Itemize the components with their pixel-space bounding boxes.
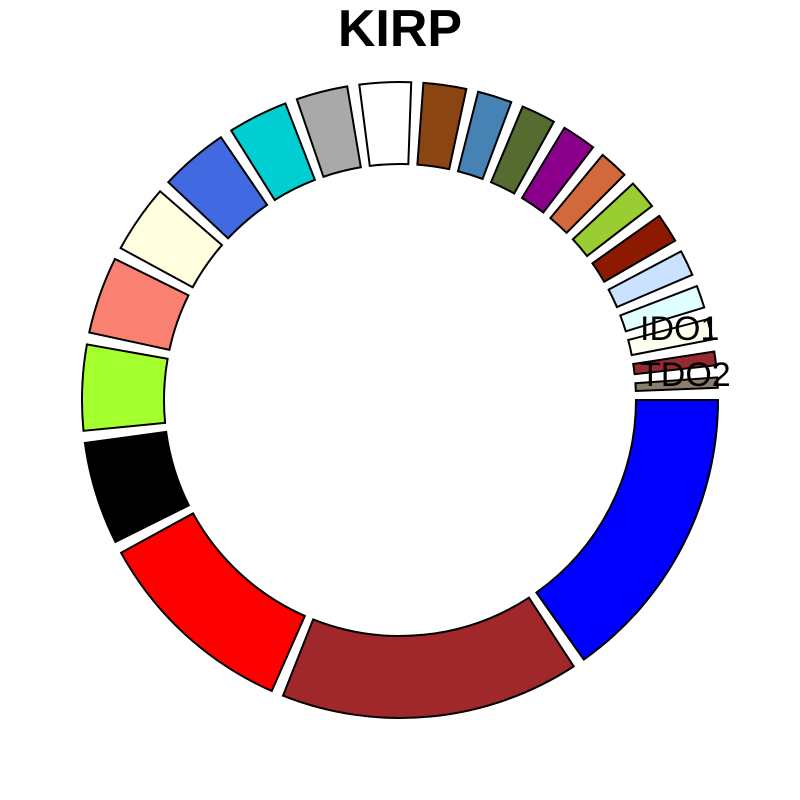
donut-segment bbox=[119, 189, 224, 289]
donut-segment bbox=[88, 257, 190, 352]
donut-segment bbox=[634, 376, 719, 392]
donut-segment bbox=[591, 214, 677, 284]
donut-segment bbox=[535, 399, 720, 661]
donut-segment bbox=[548, 153, 626, 235]
donut-segment bbox=[627, 317, 714, 357]
segments-layer bbox=[81, 81, 720, 719]
segment-label-ido1: IDO1 bbox=[640, 310, 719, 348]
chart-title: KIRP bbox=[338, 0, 462, 58]
donut-segment bbox=[166, 135, 269, 240]
donut-segment bbox=[81, 343, 169, 432]
donut-segment bbox=[489, 105, 556, 195]
donut-segment bbox=[571, 182, 654, 258]
donut-segment bbox=[229, 102, 317, 202]
donut-segment bbox=[83, 430, 191, 544]
donut-segment bbox=[119, 512, 307, 693]
labels-layer: TDO2 IDO1 bbox=[640, 310, 731, 394]
donut-segment bbox=[358, 81, 413, 168]
donut-segment bbox=[295, 85, 362, 179]
donut-segment bbox=[520, 126, 595, 214]
donut-segment bbox=[632, 350, 718, 376]
donut-segment bbox=[281, 596, 576, 719]
segment-label-tdo2: TDO2 bbox=[640, 356, 731, 394]
donut-segment bbox=[607, 249, 694, 309]
donut-segment bbox=[416, 81, 468, 171]
donut-segment bbox=[619, 284, 706, 333]
donut-segment bbox=[456, 90, 513, 181]
